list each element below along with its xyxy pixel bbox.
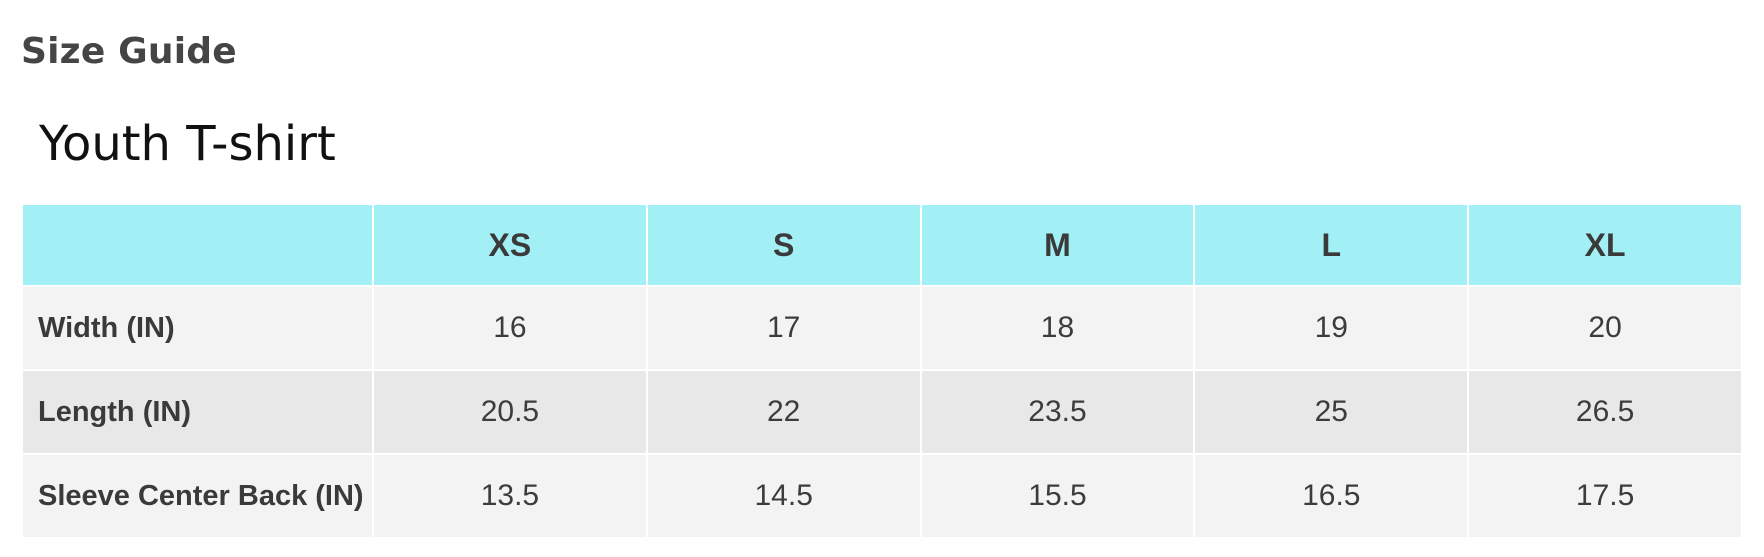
header-corner-cell bbox=[21, 203, 374, 287]
table-cell: 26.5 bbox=[1467, 369, 1743, 455]
header-size-s: S bbox=[645, 203, 922, 287]
table-cell: 19 bbox=[1193, 285, 1470, 371]
table-cell: 17 bbox=[645, 285, 922, 371]
header-size-l: L bbox=[1193, 203, 1470, 287]
page-heading: Size Guide bbox=[21, 31, 237, 72]
size-chart-table: XS S M L XL Width (IN) 16 17 18 19 20 Le… bbox=[21, 203, 1743, 539]
table-cell: 13.5 bbox=[372, 453, 648, 539]
product-title: Youth T-shirt bbox=[39, 116, 336, 172]
table-cell: 15.5 bbox=[919, 453, 1196, 539]
table-row-sleeve: Sleeve Center Back (IN) 13.5 14.5 15.5 1… bbox=[21, 453, 1743, 539]
table-row-width: Width (IN) 16 17 18 19 20 bbox=[21, 285, 1743, 371]
row-label: Length (IN) bbox=[21, 369, 374, 455]
row-label: Sleeve Center Back (IN) bbox=[21, 453, 374, 539]
table-cell: 16 bbox=[372, 285, 648, 371]
table-cell: 17.5 bbox=[1467, 453, 1743, 539]
table-header-row: XS S M L XL bbox=[21, 203, 1743, 287]
table-cell: 22 bbox=[645, 369, 922, 455]
table-cell: 25 bbox=[1193, 369, 1470, 455]
table-cell: 20 bbox=[1467, 285, 1743, 371]
table-cell: 20.5 bbox=[372, 369, 648, 455]
table-cell: 18 bbox=[919, 285, 1196, 371]
table-row-length: Length (IN) 20.5 22 23.5 25 26.5 bbox=[21, 369, 1743, 455]
table-cell: 23.5 bbox=[919, 369, 1196, 455]
header-size-xl: XL bbox=[1467, 203, 1743, 287]
header-size-m: M bbox=[919, 203, 1196, 287]
table-cell: 14.5 bbox=[645, 453, 922, 539]
header-size-xs: XS bbox=[372, 203, 648, 287]
table-cell: 16.5 bbox=[1193, 453, 1470, 539]
row-label: Width (IN) bbox=[21, 285, 374, 371]
